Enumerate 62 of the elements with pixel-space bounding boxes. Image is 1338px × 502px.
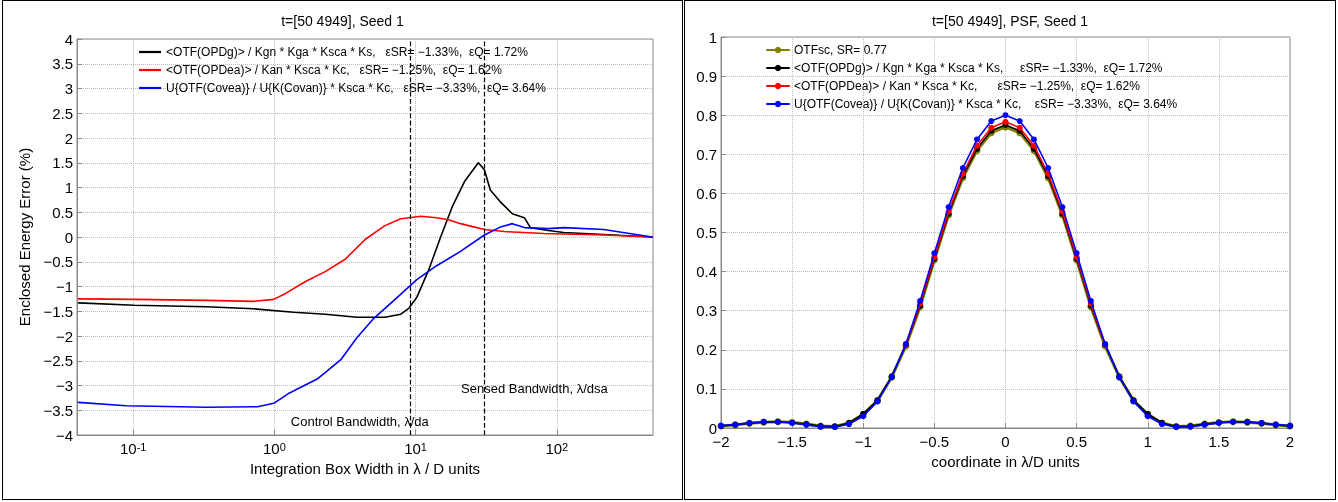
legend-label: U{OTF(Covea)} / U{K(Covan)} * Ksca * Kc, εSR= −3.33%, εQ= 3.64% <box>166 81 547 95</box>
x-axis-title: coordinate in λ/D units <box>931 452 1080 470</box>
y-tick-label: −2 <box>55 327 73 345</box>
y-tick-label: −4 <box>55 426 73 444</box>
x-axis-title: Integration Box Width in λ / D units <box>249 459 481 477</box>
y-tick-label: 1 <box>64 179 73 196</box>
y-tick-label: 0 <box>708 419 717 437</box>
point <box>1030 136 1037 143</box>
y-tick-label: 4 <box>64 30 73 48</box>
y-tick-label: 0.4 <box>696 263 717 281</box>
chart-title: t=[50 4949], PSF, Seed 1 <box>931 13 1089 29</box>
point <box>988 118 995 125</box>
point <box>1002 112 1009 119</box>
point <box>974 136 981 143</box>
y-tick-label: −1.5 <box>43 302 73 320</box>
y-tick-label: 2 <box>64 129 73 147</box>
legend-label: OTFsc, SR= 0.77 <box>794 43 888 57</box>
y-tick-label: 1.5 <box>52 154 73 172</box>
legend-label: <OTF(OPDea)> / Kan * Ksca * Kc, εSR= −1.25%, εQ= 1.62% <box>166 63 503 77</box>
ref-line-label: Control Bandwidth, λ/da <box>290 414 430 429</box>
y-tick-label: 0.7 <box>696 145 717 163</box>
x-tick-label: 1.5 <box>1208 433 1230 450</box>
x-tick-label: −1.5 <box>777 433 807 450</box>
y-tick-label: 0.2 <box>696 341 717 359</box>
y-tick-label: 0.3 <box>696 302 717 320</box>
x-tick-label: −0.5 <box>919 433 950 450</box>
legend-label: <OTF(OPDg)> / Kgn * Kga * Ksca * Ks, εSR= −1.33%, εQ= 1.72% <box>166 45 529 59</box>
x-tick-label: 0.5 <box>1066 433 1088 450</box>
y-tick-label: −2.5 <box>43 352 73 370</box>
point <box>1045 164 1052 171</box>
y-tick-label: 0.8 <box>696 106 717 124</box>
y-tick-label: −3 <box>55 377 73 394</box>
y-tick-label: −0.5 <box>43 253 73 271</box>
x-tick-label: 0 <box>1001 433 1010 450</box>
legend-label: <OTF(OPDg)> / Kgn * Kga * Ksca * Ks, εSR= −1.33%, εQ= 1.72% <box>794 61 1163 75</box>
y-tick-label: 3 <box>64 80 73 97</box>
legend-label: U{OTF(Covea)} / U{K(Covan)} * Ksca * Kc, εSR= −3.33%, εQ= 3.64% <box>794 97 1178 111</box>
point <box>1073 250 1080 257</box>
legend-label: <OTF(OPDea)> / Kan * Ksca * Kc, εSR= −1.25%, εQ= 1.62% <box>794 79 1141 93</box>
y-tick-label: 3.5 <box>52 55 73 73</box>
point <box>931 250 938 257</box>
y-tick-label: −1 <box>55 278 73 295</box>
x-tick-label: 2 <box>1285 433 1295 450</box>
point <box>945 204 952 211</box>
y-tick-label: 2.5 <box>52 104 73 122</box>
y-tick-label: −3.5 <box>43 401 73 419</box>
y-tick-label: 1 <box>708 28 717 46</box>
y-tick-label: 0.9 <box>696 67 717 85</box>
y-axis-title: Enclosed Energy Error (%) <box>16 147 34 327</box>
chart-title: t=[50 4949], Seed 1 <box>281 13 405 29</box>
x-tick-label: 1 <box>1143 433 1152 450</box>
point <box>1002 118 1009 125</box>
y-tick-label: 0.6 <box>696 184 717 202</box>
ref-line-label: Sensed Bandwidth, λ/dsa <box>461 381 609 396</box>
point <box>1059 204 1066 211</box>
y-tick-label: 0.5 <box>696 224 717 241</box>
y-tick-label: 0.5 <box>52 203 73 221</box>
x-tick-label: −1 <box>854 433 872 450</box>
point <box>1016 118 1023 125</box>
y-tick-label: 0.1 <box>696 380 717 398</box>
point <box>959 164 966 171</box>
y-tick-label: 0 <box>64 228 73 246</box>
